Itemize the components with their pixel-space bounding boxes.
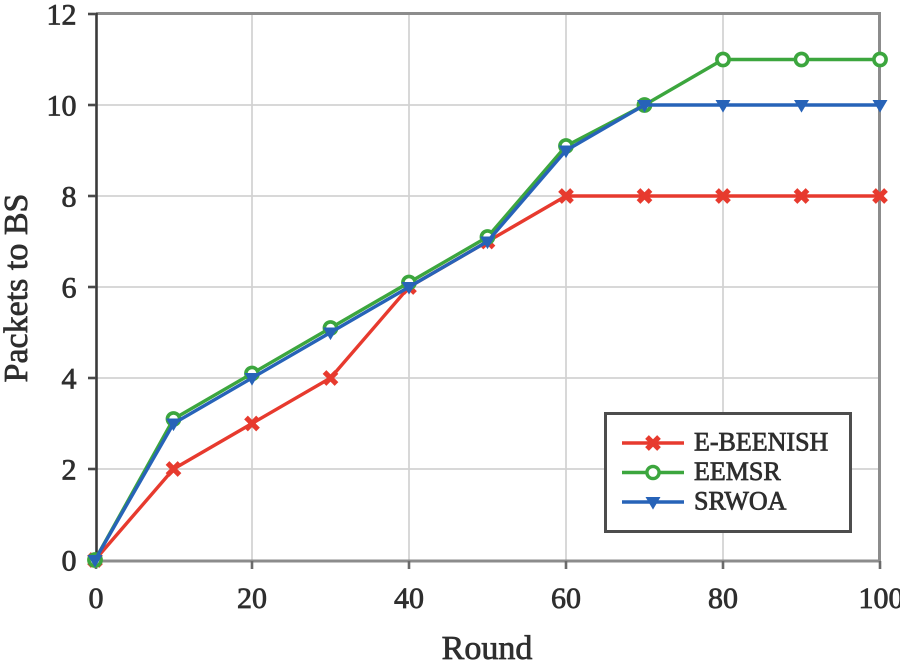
svg-text:2: 2 xyxy=(62,454,77,487)
svg-text:Packets to BS: Packets to BS xyxy=(0,194,35,383)
svg-text:60: 60 xyxy=(551,582,581,615)
svg-text:20: 20 xyxy=(237,582,267,615)
svg-text:12: 12 xyxy=(47,0,77,32)
svg-text:6: 6 xyxy=(62,272,77,305)
svg-text:10: 10 xyxy=(47,90,77,123)
svg-text:0: 0 xyxy=(89,582,104,615)
svg-text:Round: Round xyxy=(442,630,533,662)
svg-text:EEMSR: EEMSR xyxy=(694,457,781,486)
svg-text:8: 8 xyxy=(62,181,77,214)
svg-text:0: 0 xyxy=(62,545,77,578)
svg-text:80: 80 xyxy=(708,582,738,615)
svg-text:4: 4 xyxy=(62,363,77,396)
svg-text:E-BEENISH: E-BEENISH xyxy=(694,428,829,457)
svg-text:40: 40 xyxy=(394,582,424,615)
svg-text:100: 100 xyxy=(859,582,900,615)
svg-text:SRWOA: SRWOA xyxy=(694,487,787,516)
